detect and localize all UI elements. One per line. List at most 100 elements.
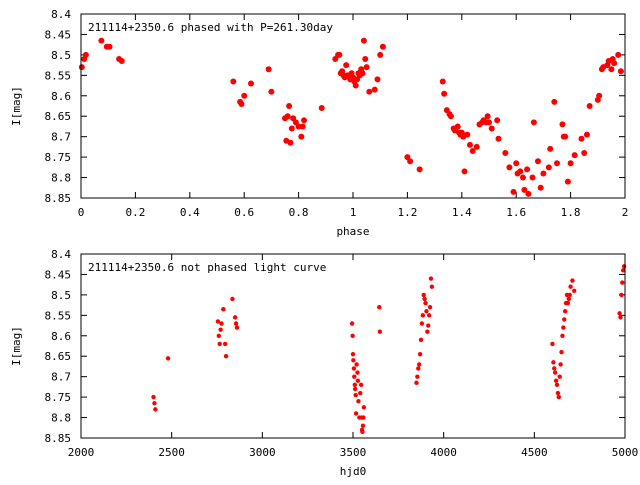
data-point xyxy=(550,341,555,347)
data-point xyxy=(551,98,558,105)
data-point xyxy=(520,174,526,181)
data-point xyxy=(617,68,624,75)
data-point xyxy=(153,407,158,412)
data-point xyxy=(540,170,547,177)
data-point xyxy=(151,394,156,400)
data-point xyxy=(534,158,541,165)
y-tick-label: 8.6 xyxy=(51,90,71,103)
data-point xyxy=(301,117,308,124)
data-point xyxy=(265,66,272,73)
data-point xyxy=(441,90,448,97)
data-point xyxy=(230,296,235,302)
data-point xyxy=(554,160,560,167)
x-tick-label: 5000 xyxy=(612,446,639,459)
data-point xyxy=(355,378,361,383)
data-point xyxy=(352,82,359,89)
data-point xyxy=(423,300,428,306)
data-point xyxy=(461,168,468,175)
x-tick-label: 0 xyxy=(78,206,85,219)
data-point xyxy=(230,78,237,85)
data-point xyxy=(494,117,501,124)
data-point xyxy=(537,184,544,191)
data-point xyxy=(568,284,573,289)
data-point xyxy=(358,382,364,388)
data-point xyxy=(78,64,85,71)
data-point xyxy=(218,327,223,332)
y-tick-label: 8.5 xyxy=(51,49,71,62)
data-point xyxy=(352,382,358,388)
data-point xyxy=(419,321,425,326)
data-point xyxy=(420,313,426,318)
data-point xyxy=(488,125,495,132)
data-point xyxy=(416,362,422,367)
data-point xyxy=(363,64,370,71)
x-tick-label: 0.8 xyxy=(289,206,309,219)
y-tick-label: 8.55 xyxy=(45,69,72,82)
data-point xyxy=(596,92,603,99)
data-point xyxy=(223,354,229,359)
y-tick-label: 8.45 xyxy=(45,28,72,41)
data-point xyxy=(106,43,113,50)
data-point xyxy=(426,313,432,318)
y-tick-label: 8.7 xyxy=(51,131,71,144)
data-point xyxy=(233,321,239,326)
data-point xyxy=(360,423,366,428)
data-point xyxy=(572,288,577,293)
data-point xyxy=(556,394,562,400)
data-point xyxy=(495,135,502,142)
y-tick-label: 8.5 xyxy=(51,289,71,302)
data-point xyxy=(608,66,615,73)
data-point xyxy=(217,341,222,347)
data-point xyxy=(82,51,89,58)
data-point xyxy=(353,411,359,416)
data-point xyxy=(619,292,624,298)
data-point xyxy=(353,392,358,398)
y-tick-label: 8.7 xyxy=(51,371,71,384)
data-point xyxy=(524,166,531,173)
x-tick-label: 1.8 xyxy=(561,206,581,219)
data-point xyxy=(562,317,567,322)
data-point xyxy=(502,150,509,157)
data-point xyxy=(565,300,571,306)
data-point xyxy=(356,399,361,404)
data-point xyxy=(562,133,569,140)
data-point xyxy=(118,58,125,65)
data-points xyxy=(78,37,624,197)
data-point xyxy=(248,80,254,87)
x-tick-labels: 2000 2500 3000 3500 4000 4500 5000 xyxy=(68,446,639,459)
x-tick-label: 3000 xyxy=(249,446,276,459)
data-point xyxy=(415,374,420,379)
data-point xyxy=(358,390,363,396)
data-point xyxy=(553,378,559,383)
data-point xyxy=(562,309,568,314)
data-point xyxy=(555,390,561,396)
data-point xyxy=(354,362,359,367)
data-point xyxy=(424,309,429,314)
y-tick-label: 8.85 xyxy=(45,192,72,205)
x-tick-label: 2000 xyxy=(68,446,95,459)
data-point xyxy=(361,415,366,420)
data-point xyxy=(360,37,367,44)
plot-frame xyxy=(80,253,626,439)
data-point xyxy=(530,119,537,126)
x-tick-label: 2 xyxy=(622,206,629,219)
data-point xyxy=(350,351,356,357)
data-point xyxy=(416,366,421,371)
data-point xyxy=(558,362,563,367)
data-point xyxy=(427,304,433,310)
data-point xyxy=(98,37,105,44)
data-point xyxy=(586,103,593,109)
y-axis-label: I[mag] xyxy=(10,86,23,126)
axis-ticks xyxy=(80,13,626,199)
data-point xyxy=(552,370,558,375)
x-tick-label: 0.4 xyxy=(180,206,200,219)
data-point xyxy=(551,360,556,365)
data-point xyxy=(554,382,560,388)
data-point xyxy=(506,164,513,171)
data-point xyxy=(429,284,435,289)
data-point xyxy=(567,292,572,298)
data-point xyxy=(371,86,378,93)
data-point xyxy=(379,43,386,50)
x-tick-label: 1.2 xyxy=(397,206,417,219)
data-point xyxy=(414,380,419,385)
